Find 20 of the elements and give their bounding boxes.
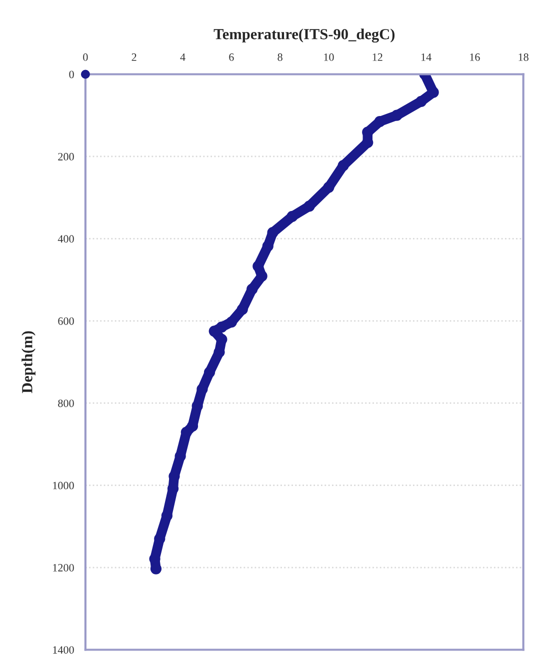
y-tick-label: 200 <box>58 152 74 160</box>
x-tick-label: 0 <box>83 53 88 61</box>
y-tick-label: 400 <box>58 235 74 243</box>
y-tick-label: 0 <box>69 70 74 78</box>
y-axis-title: Depth(m) <box>22 331 36 394</box>
y-tick-label: 800 <box>58 400 74 408</box>
x-tick-label: 10 <box>324 53 334 61</box>
x-tick-label: 2 <box>132 53 136 61</box>
x-tick-label: 18 <box>518 53 528 61</box>
x-tick-label: 8 <box>278 53 282 61</box>
x-tick-label: 4 <box>180 53 186 61</box>
y-tick-label: 1200 <box>53 564 74 572</box>
x-tick-label: 16 <box>470 53 480 61</box>
x-tick-label: 14 <box>421 53 432 61</box>
y-tick-label: 1400 <box>53 646 74 654</box>
x-axis-title: Temperature(ITS-90_degC) <box>214 28 395 43</box>
y-tick-label: 1000 <box>53 482 74 490</box>
x-tick-label: 6 <box>229 53 234 61</box>
x-tick-label: 12 <box>372 53 382 61</box>
y-tick-label: 600 <box>58 317 74 325</box>
